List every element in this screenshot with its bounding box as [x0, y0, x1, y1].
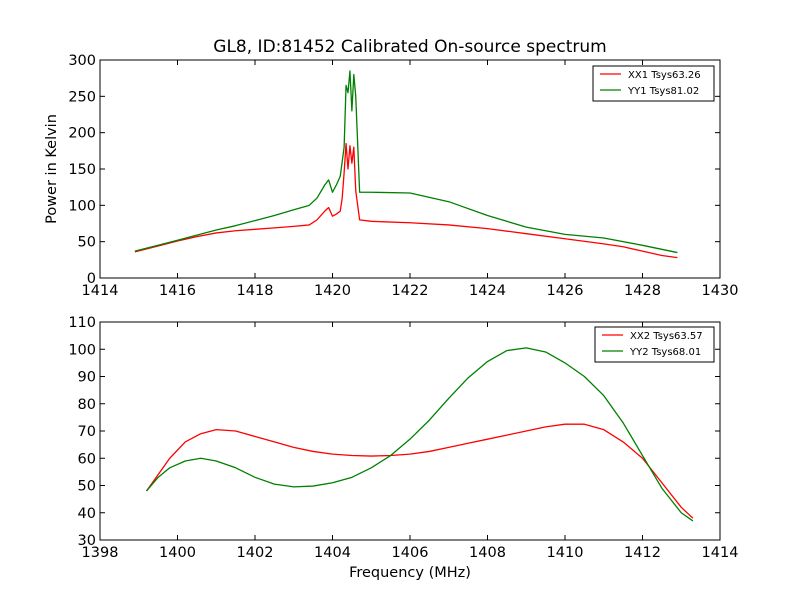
bottom-chart-y-tick-label: 70 — [78, 424, 96, 440]
bottom-chart-series-xx2-line — [145, 423, 694, 519]
top-chart-legend: XX1 Tsys63.26 YY1 Tsys81.02 — [592, 65, 715, 102]
bottom-chart-y-tick-label: 40 — [78, 506, 96, 522]
top-chart-plot-area: 1414 1416 1418 1420 1422 1424 1426 1428 1430 0 50 1… — [68, 53, 738, 299]
bottom-chart-y-tick-label: 50 — [78, 479, 96, 495]
top-chart-legend-box — [592, 65, 715, 102]
bottom-chart-x-tick-label: 1414 — [702, 545, 739, 561]
legend-yy1-label: YY1 Tsys81.02 — [627, 86, 699, 97]
legend-xx1-label: XX1 Tsys63.26 — [628, 70, 701, 81]
bottom-chart-x-tick-label: 1412 — [624, 545, 661, 561]
top-chart-series-yy1-line — [134, 70, 678, 254]
bottom-chart-x-tick-label: 1406 — [392, 545, 429, 561]
top-chart-x-tick-label: 1430 — [702, 283, 739, 299]
bottom-chart-x-tick-label: 1398 — [82, 545, 119, 561]
top-chart-y-axis-label: Power in Kelvin — [44, 114, 60, 224]
top-chart-y-tick-label: 50 — [78, 235, 96, 251]
bottom-chart-y-tick-label: 110 — [68, 315, 96, 331]
top-chart-x-tick-label: 1426 — [547, 283, 584, 299]
top-chart-x-tick-label: 1416 — [159, 283, 196, 299]
top-chart-title: GL8, ID:81452 Calibrated On-source spect… — [213, 37, 606, 57]
top-chart-x-tick-label: 1414 — [82, 283, 119, 299]
bottom-chart-y-tick-label: 30 — [78, 533, 96, 549]
bottom-chart-x-tick-label: 1400 — [159, 545, 196, 561]
bottom-chart-x-tick-label: 1402 — [237, 545, 274, 561]
top-chart-x-tick-label: 1420 — [314, 283, 351, 299]
bottom-chart-y-tick-label: 80 — [78, 397, 96, 413]
bottom-chart-y-tick-label: 90 — [78, 370, 96, 386]
top-chart-y-tick-label: 150 — [68, 162, 96, 178]
top-chart-y-tick-label: 250 — [68, 89, 96, 105]
top-chart-series-xx1-line — [134, 142, 678, 259]
bottom-chart-panel: Frequency (MHz) 1398 1400 1402 1404 1406 1408… — [68, 315, 738, 581]
bottom-chart-x-tick-label: 1410 — [547, 545, 584, 561]
top-chart-y-tick-label: 100 — [68, 198, 96, 214]
top-chart-x-tick-label: 1422 — [392, 283, 429, 299]
top-chart-x-tick-label: 1418 — [237, 283, 274, 299]
bottom-chart-series-yy2-line — [146, 347, 694, 522]
bottom-chart-x-tick-label: 1408 — [469, 545, 506, 561]
top-chart-y-tick-label: 0 — [87, 271, 96, 287]
bottom-chart-x-tick-label: 1404 — [314, 545, 351, 561]
bottom-chart-y-tick-label: 100 — [68, 342, 96, 358]
bottom-chart-legend: XX2 Tsys63.57 YY2 Tsys68.01 — [594, 326, 715, 363]
legend-yy2-label: YY2 Tsys68.01 — [629, 347, 701, 358]
top-chart-y-tick-label: 300 — [68, 53, 96, 69]
top-chart-panel: GL8, ID:81452 Calibrated On-source spect… — [44, 37, 738, 299]
legend-xx2-label: XX2 Tsys63.57 — [630, 331, 703, 342]
bottom-chart-y-tick-label: 60 — [78, 451, 96, 467]
bottom-chart-x-axis-label: Frequency (MHz) — [349, 565, 471, 581]
top-chart-x-tick-label: 1428 — [624, 283, 661, 299]
bottom-chart-plot-area: 1398 1400 1402 1404 1406 1408 1410 1412 1414 30 40… — [68, 315, 738, 561]
top-chart-y-tick-label: 200 — [68, 126, 96, 142]
bottom-chart-legend-box — [594, 326, 715, 363]
top-chart-x-tick-label: 1424 — [469, 283, 506, 299]
